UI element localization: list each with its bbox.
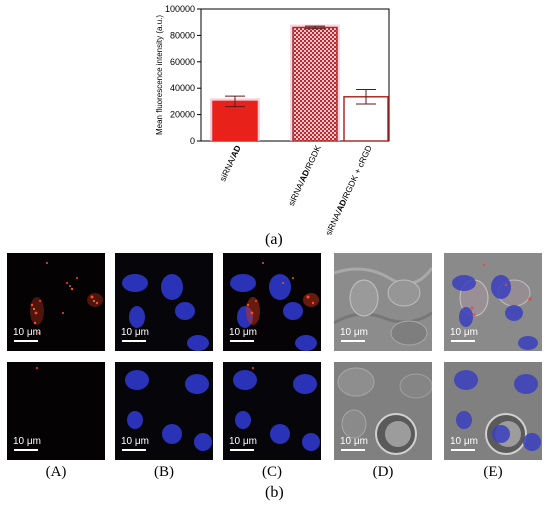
panel-e-row1: 10 μm bbox=[444, 253, 542, 351]
column-label-e: (E) bbox=[483, 464, 503, 480]
y-tick-label: 100000 bbox=[165, 4, 195, 14]
panel-c-row2: 10 μm bbox=[223, 362, 321, 460]
scale-bar bbox=[451, 449, 475, 451]
panel-b-row2: 10 μm bbox=[115, 362, 213, 460]
scale-bar bbox=[341, 449, 365, 451]
scale-label: 10 μm bbox=[229, 436, 257, 447]
scale-bar bbox=[14, 340, 38, 342]
scale-label: 10 μm bbox=[121, 436, 149, 447]
scale-label: 10 μm bbox=[340, 436, 368, 447]
y-tick-label: 0 bbox=[190, 136, 195, 146]
scale-bar bbox=[341, 340, 365, 342]
panel-d-row1: 10 μm bbox=[334, 253, 432, 351]
panel-c-row1: 10 μm bbox=[223, 253, 321, 351]
column-label-c: (C) bbox=[262, 464, 282, 480]
y-tick-label: 60000 bbox=[170, 57, 195, 67]
scale-bar bbox=[230, 449, 254, 451]
column-label-b: (B) bbox=[154, 464, 174, 480]
caption-a: (a) bbox=[265, 231, 283, 248]
scale-label: 10 μm bbox=[121, 327, 149, 338]
bar bbox=[292, 26, 338, 142]
panel-a-row1: 10 μm bbox=[7, 253, 105, 351]
y-axis-label: Mean fluorescence intensity (a.u.) bbox=[155, 15, 164, 135]
scale-label: 10 μm bbox=[450, 436, 478, 447]
column-label-d: (D) bbox=[372, 464, 394, 480]
panel-e-row2: 10 μm bbox=[444, 362, 542, 460]
scale-bar bbox=[451, 340, 475, 342]
caption-b: (b) bbox=[265, 484, 284, 501]
y-tick-label: 20000 bbox=[170, 110, 195, 120]
scale-label: 10 μm bbox=[13, 436, 41, 447]
panel-d-row2: 10 μm bbox=[334, 362, 432, 460]
column-label-a: (A) bbox=[45, 464, 67, 480]
y-tick-label: 80000 bbox=[170, 30, 195, 40]
scale-bar bbox=[122, 449, 146, 451]
panel-a-row2: 10 μm bbox=[7, 362, 105, 460]
x-tick-label: siRNA/AD/RGDK bbox=[286, 143, 323, 207]
scale-label: 10 μm bbox=[229, 327, 257, 338]
panel-b-row1: 10 μm bbox=[115, 253, 213, 351]
scale-label: 10 μm bbox=[450, 327, 478, 338]
scale-bar bbox=[122, 340, 146, 342]
scale-bar bbox=[230, 340, 254, 342]
scale-bar bbox=[14, 449, 38, 451]
scale-label: 10 μm bbox=[13, 327, 41, 338]
x-tick-label: siRNA/AD/RGDK + cRGD bbox=[323, 144, 374, 235]
y-tick-label: 40000 bbox=[170, 83, 195, 93]
bar bbox=[212, 100, 258, 142]
x-tick-label: siRNA/AD bbox=[217, 144, 242, 183]
scale-label: 10 μm bbox=[340, 327, 368, 338]
